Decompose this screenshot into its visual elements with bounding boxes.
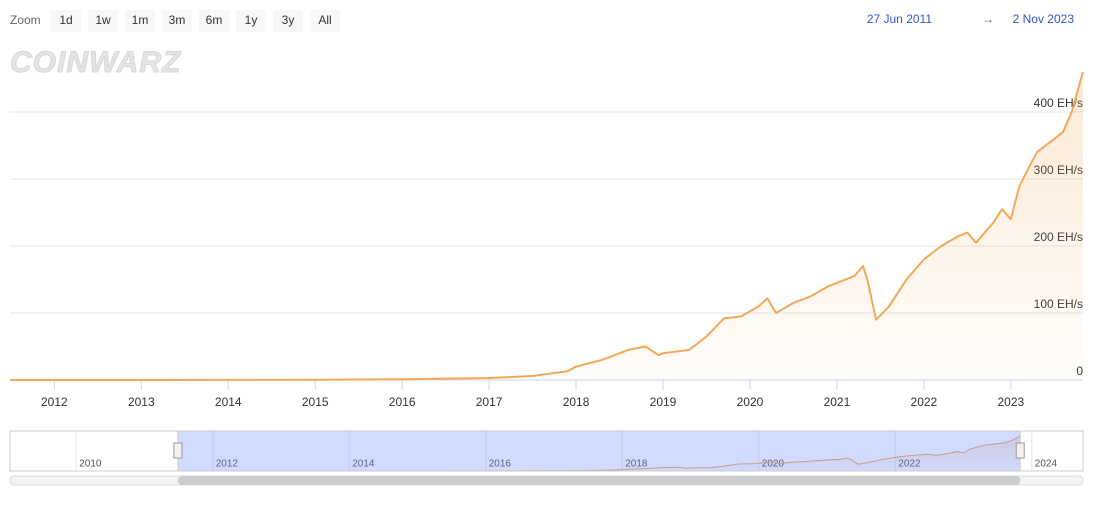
range-to[interactable]: 2 Nov 2023 [1013,12,1075,26]
x-tick-label: 2019 [650,395,677,409]
x-tick-label: 2014 [215,395,242,409]
range-arrow: → [982,12,994,26]
zoom-button[interactable] [236,10,266,32]
x-tick-label: 2020 [737,395,764,409]
x-tick-label: 2017 [476,395,503,409]
navigator-tick-label: 2010 [79,459,102,470]
x-tick-label: 2018 [563,395,590,409]
navigator-tick-label: 2018 [625,459,648,470]
zoom-button-label[interactable]: 3m [169,13,186,27]
zoom-button-label[interactable]: 1w [95,13,111,27]
navigator-handle[interactable] [173,442,183,459]
x-tick-label: 2015 [302,395,329,409]
navigator-tick-label: 2014 [352,459,375,470]
zoom-label: Zoom [10,13,41,27]
watermark: COINWARZ [10,46,182,79]
zoom-button-label[interactable]: 1m [132,13,149,27]
navigator-tick-label: 2016 [489,459,512,470]
zoom-button-label[interactable]: 6m [206,13,223,27]
area [10,71,1083,381]
x-tick-label: 2012 [41,395,68,409]
x-tick-label: 2016 [389,395,416,409]
range-from[interactable]: 27 Jun 2011 [867,12,932,26]
scrollbar-thumb[interactable] [177,476,1021,485]
line [10,71,1084,381]
zoom-button-label[interactable]: 1d [59,13,72,27]
zoom-button[interactable] [310,10,340,32]
navigator-tick-label: 2024 [1035,459,1058,470]
navigator-handle[interactable] [1015,442,1025,459]
navigator-tick-label: 2012 [216,459,239,470]
navigator-selection[interactable] [177,430,1021,472]
x-tick-label: 2013 [128,395,155,409]
zoom-button[interactable] [199,10,229,32]
zoom-button[interactable] [125,10,155,32]
y-tick-label: 400 EH/s [1034,96,1083,110]
x-tick-label: 2021 [824,395,851,409]
zoom-button[interactable] [273,10,303,32]
area-navigator [177,436,1021,471]
x-tick-label: 2022 [911,395,938,409]
zoom-button-label[interactable]: 1y [245,13,258,27]
line-navigator [177,435,1021,472]
zoom-button-label[interactable]: All [318,13,331,27]
x-tick-label: 2023 [997,395,1024,409]
zoom-button[interactable] [88,10,118,32]
zoom-button[interactable] [162,10,192,32]
zoom-button-label[interactable]: 3y [282,13,295,27]
zoom-button[interactable] [51,10,81,32]
